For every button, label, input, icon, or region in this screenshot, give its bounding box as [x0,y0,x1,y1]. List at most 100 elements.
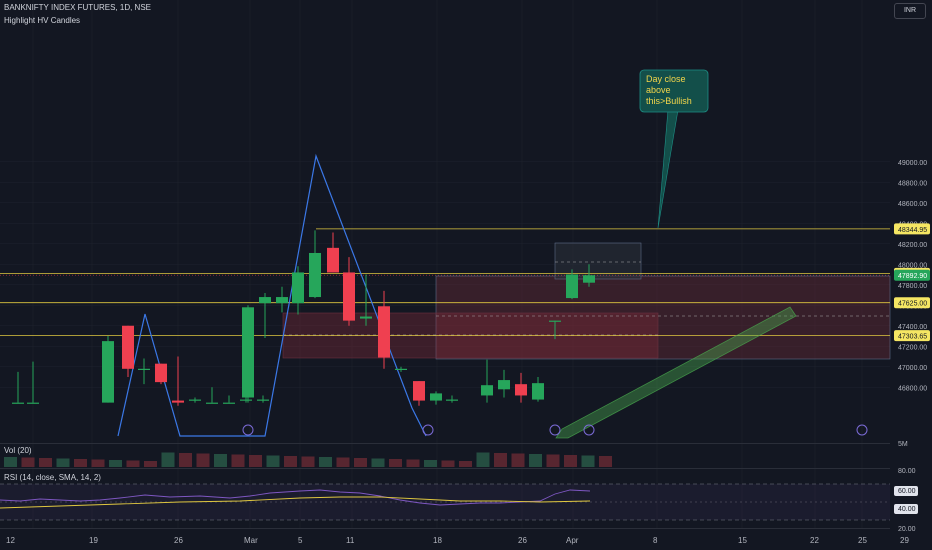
candle-body [27,402,39,404]
price-tick-label: 47200.00 [898,344,927,351]
volume-bar [319,457,332,467]
indicator-label[interactable]: Highlight HV Candles [4,16,81,25]
price-label-text: 47892.90 [898,273,927,280]
callout-line: Day close [646,74,686,84]
rsi-line [0,489,591,506]
volume-bar [21,457,35,467]
volume-bar [266,455,280,467]
time-tick-label: 26 [174,536,183,545]
candle-body [240,399,252,401]
callout-line: above [646,85,671,95]
callout-text: Day close above this>Bullish [646,74,692,107]
rsi-pane [0,483,890,521]
rsi-tick: 80.00 [898,468,916,475]
price-tick-label: 48000.00 [898,262,927,269]
rsi-level-bg [894,504,918,514]
candle [122,325,134,377]
time-tick-label: 12 [6,536,15,545]
volume-bar [546,454,560,467]
candle [566,269,578,300]
price-label: 47625.00 [894,297,930,309]
candle-body [360,316,372,319]
candle [172,356,184,406]
demand-zone-large [435,275,891,360]
rsi-sma-line [0,496,591,509]
candle [413,381,425,406]
candle [378,290,390,369]
rsi-axis: 80.00 60.00 40.00 20.00 [894,468,918,533]
volume-bar [599,456,612,467]
volume-bar [529,454,542,467]
volume-bar [109,460,122,467]
candle-body [583,275,595,283]
rsi-label[interactable]: RSI (14, close, SMA, 14, 2) [4,473,101,482]
pane-separator[interactable] [0,443,890,444]
pane-separator[interactable] [0,528,890,529]
rsi-tick-label: 20.00 [898,526,916,533]
candle-body [309,252,321,298]
key-price-lines [0,228,890,337]
volume-scale-label: 5M [898,441,908,448]
price-label: 47303.65 [894,330,930,342]
zigzag-pattern [117,153,427,437]
price-tick-label: 48600.00 [898,201,927,208]
candle [481,359,493,403]
callout-line: this>Bullish [646,96,692,106]
price-label: 47892.90 [894,269,930,281]
volume-bar [231,454,245,467]
volume-bar [144,461,157,467]
dividend-icon[interactable] [856,424,868,436]
candle [343,257,355,326]
zone-rectangles [282,242,891,360]
volume-bar [126,460,140,467]
price-label-text: 47303.65 [898,334,927,341]
candle-body [189,399,201,401]
dividend-icon[interactable] [422,424,434,436]
callout-annotation[interactable] [639,69,709,229]
price-tick-label: 47800.00 [898,283,927,290]
candle-body [292,272,304,304]
price-label-bg [894,223,930,235]
price-label-text: 47625.00 [898,301,927,308]
pane-separator[interactable] [0,468,890,469]
candle [223,395,235,404]
rsi-tick-label: 80.00 [898,468,916,475]
time-axis: 12 19 26 Mar 5 11 18 26 Apr 8 15 22 25 29 [6,536,909,545]
candle [138,358,150,385]
chart-grid [0,0,890,528]
candle-body [172,400,184,403]
volume-bar [389,459,402,467]
volume-bar [441,460,455,467]
price-tick-label: 49000.00 [898,160,927,167]
currency-button[interactable]: INR [894,3,926,19]
dividend-icon[interactable] [242,424,254,436]
time-tick-label: 5 [298,536,303,545]
candle-body [413,381,425,401]
candle-body [446,399,458,401]
volume-bar [301,456,315,467]
candle-body [242,307,254,398]
candle [430,391,442,405]
price-label-bg [894,297,930,309]
candle-body [223,402,235,404]
volume-bars [4,452,612,467]
dividend-icon[interactable] [549,424,561,436]
bullish-arrow-shape[interactable] [555,306,797,439]
earnings-flash-icon[interactable] [583,424,595,436]
candle [27,361,39,404]
candle-body [343,272,355,321]
volume-bar [406,459,420,467]
callout-box[interactable] [639,69,709,113]
volume-bar [284,456,297,467]
symbol-title[interactable]: BANKNIFTY INDEX FUTURES, 1D, NSE [4,3,151,12]
volume-bar [336,457,350,467]
volume-label[interactable]: Vol (20) [4,446,32,455]
candle-body [102,341,114,403]
trend-arrow[interactable] [555,306,797,439]
price-tick-label: 46800.00 [898,385,927,392]
event-markers[interactable] [242,424,868,436]
price-label: 48344.95 [894,223,930,235]
price-label-bg [894,330,930,342]
candle-body [155,363,167,383]
